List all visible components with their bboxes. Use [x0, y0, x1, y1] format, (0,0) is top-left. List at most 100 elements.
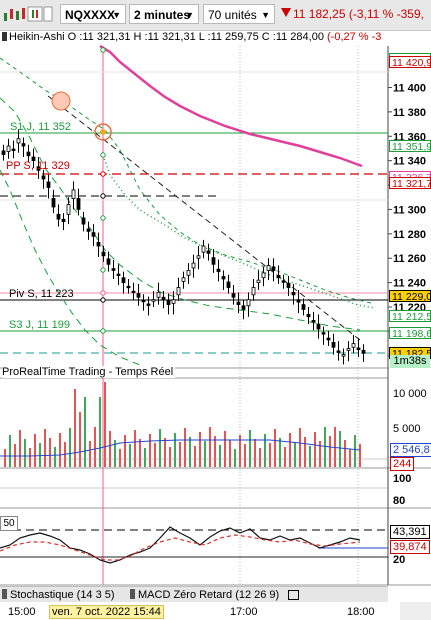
volume-bar	[134, 430, 136, 467]
candle	[91, 224, 96, 247]
candle	[236, 292, 241, 314]
candle	[131, 282, 136, 300]
price-axis-tick-label: 11 260	[393, 253, 426, 265]
volume-bar	[194, 446, 196, 467]
level-label-s1: S1 J, 11 352	[10, 121, 71, 133]
volume-bar	[114, 440, 116, 467]
candle	[96, 232, 101, 258]
candle	[331, 333, 336, 355]
price-tag: 11 321,7	[389, 176, 431, 189]
chevron-down-icon: ▼	[112, 10, 121, 20]
candle	[1, 144, 6, 161]
cursor-dots	[100, 47, 106, 334]
level-label-piv: Piv S, 11 223	[9, 288, 74, 300]
cursor-time-label: ven. 7 oct. 2022 15:44	[49, 605, 164, 619]
volume-bar	[229, 440, 231, 467]
volume-bar	[329, 436, 331, 467]
volume-bar	[129, 444, 131, 467]
volume-bar	[94, 427, 96, 467]
candle	[101, 246, 106, 262]
candle	[271, 258, 276, 282]
window-restore-icon[interactable]	[288, 590, 299, 600]
volume-bar	[159, 429, 161, 467]
volume-bar	[184, 428, 186, 467]
volume-bar	[349, 449, 351, 467]
candle	[156, 282, 161, 305]
candle	[241, 299, 246, 320]
volume-bar	[304, 437, 306, 467]
volume-bar	[339, 431, 341, 467]
price-tag: 11 198,6	[389, 327, 431, 340]
volume-bar	[109, 431, 111, 467]
candle	[31, 148, 36, 168]
candle	[246, 292, 251, 317]
volume-bar	[59, 433, 61, 467]
price-change: (-3,11 % -359,	[348, 7, 424, 21]
volume-bar	[119, 449, 121, 467]
candle	[171, 291, 176, 315]
ohlc-info-bar: Heikin-Ashi O :11 321,31 H :11 321,31 L …	[0, 30, 388, 45]
candle	[326, 330, 331, 347]
last-price: 11 182,25	[293, 7, 346, 21]
candle	[251, 278, 256, 301]
candle	[46, 174, 51, 199]
volume-bar	[254, 439, 256, 467]
marker-circle-orange	[51, 91, 71, 111]
stoch-axis-tick: 80	[393, 495, 406, 507]
candle	[161, 291, 166, 309]
volume-bar	[214, 436, 216, 467]
candle	[111, 260, 116, 279]
volume-bar	[169, 447, 171, 467]
candle	[71, 181, 76, 210]
candle	[81, 211, 86, 232]
candle	[281, 274, 286, 289]
candle	[221, 270, 226, 290]
dotted-trail	[102, 154, 376, 309]
timeframe-select[interactable]: 2 minutes ▼	[129, 4, 199, 24]
volume-bar	[49, 438, 51, 467]
ha-icon	[2, 32, 7, 41]
volume-bar	[219, 445, 221, 467]
volume-bar	[104, 382, 106, 467]
symbol-select[interactable]: NQXXXX ▼	[60, 4, 126, 24]
view-icons	[2, 5, 54, 25]
volume-bar	[239, 435, 241, 467]
volume-bar	[84, 397, 86, 467]
volume-bar	[314, 432, 316, 467]
candle	[126, 278, 131, 294]
band-middle	[0, 97, 361, 331]
price-tag: 11 420,9	[389, 55, 431, 68]
candle	[351, 335, 356, 354]
candle	[76, 188, 81, 216]
volume-bar	[279, 438, 281, 467]
candle	[276, 265, 281, 284]
volume-bar	[324, 427, 326, 467]
volume-bar	[309, 446, 311, 467]
price-axis-tick-label: 11 340	[393, 156, 426, 168]
candle	[286, 275, 291, 297]
tab-macd[interactable]: MACD Zéro Retard (12 26 9)	[130, 587, 279, 603]
volume-bar	[344, 440, 346, 467]
volume-bar	[284, 447, 286, 467]
macd-tag-black: 43,391	[390, 525, 430, 539]
macd-input-box[interactable]: 50	[0, 516, 18, 531]
candle	[361, 344, 366, 362]
volume-bar	[204, 441, 206, 467]
tab-stochastic[interactable]: Stochastique (14 3 5)	[2, 587, 115, 603]
volume-bar	[249, 430, 251, 467]
candle	[116, 264, 121, 286]
candle	[26, 144, 31, 162]
volume-bar	[24, 439, 26, 467]
candle	[151, 291, 156, 308]
price-tag: 11 351,9	[389, 140, 431, 153]
macd-line-black	[0, 526, 361, 564]
candle	[206, 243, 211, 261]
candle	[356, 338, 361, 358]
candlestick-series	[1, 128, 366, 365]
candle	[226, 274, 231, 294]
candle	[106, 251, 111, 272]
volume-average-tag: 2 546,8	[390, 443, 431, 457]
units-select[interactable]: 70 unités ▼	[203, 4, 275, 24]
candle	[136, 283, 141, 306]
